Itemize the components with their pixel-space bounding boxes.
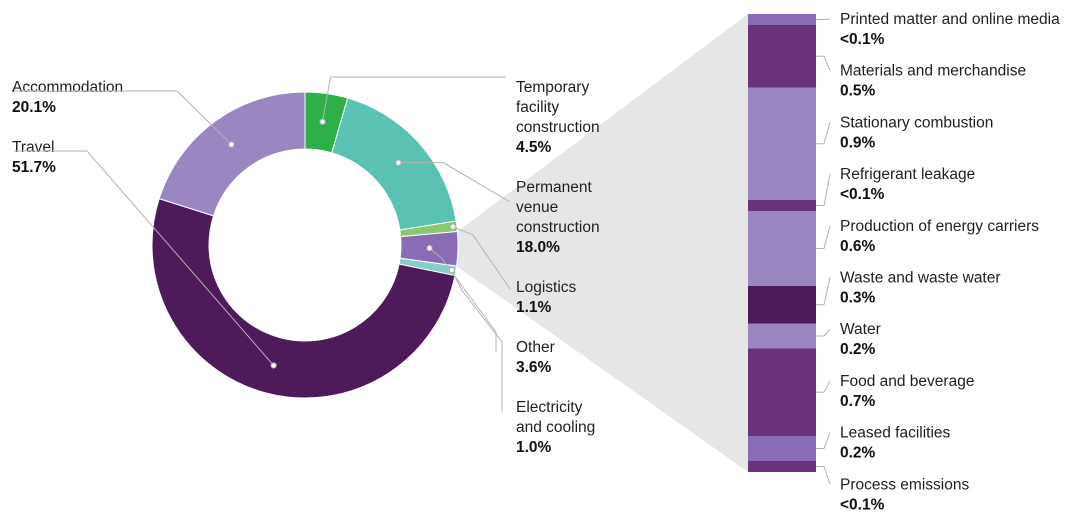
leader-dot-accom — [228, 141, 235, 148]
stack-leader-water — [816, 328, 831, 337]
stack-label-refrigerant-leakage-name: Refrigerant leakage — [840, 166, 975, 183]
donut-slice-accom — [158, 91, 306, 217]
stack-label-production-of-energy-carriers-value: 0.6% — [840, 238, 876, 255]
label-perm: Permanent venue construction 18.0% — [516, 179, 600, 256]
stack-leader-food-and-beverage — [816, 380, 831, 393]
stack-segment-refrigerant-leakage — [748, 200, 816, 211]
leader-dot-travel — [270, 362, 277, 369]
label-elec: Electricity and cooling 1.0% — [516, 399, 595, 456]
stack-label-refrigerant-leakage-value: <0.1% — [840, 186, 885, 203]
leader-dot-temp — [319, 118, 326, 125]
stack-label-stationary-combustion-name: Stationary combustion — [840, 114, 993, 131]
stack-label-water-value: 0.2% — [840, 341, 876, 358]
stack-leader-printed-matter-and-online-media — [816, 18, 831, 20]
stack-leader-materials-and-merchandise — [816, 55, 831, 71]
stack-segment-printed-matter-and-online-media — [748, 14, 816, 25]
stack-segment-waste-and-waste-water — [748, 286, 816, 324]
label-temp-name: Temporary — [516, 79, 589, 96]
label-perm-name: construction — [516, 219, 600, 236]
leader-dot-perm — [395, 159, 402, 166]
stack-segment-stationary-combustion — [748, 87, 816, 200]
label-travel: Travel 51.7% — [12, 139, 56, 176]
stack-segment-water — [748, 323, 816, 349]
leader-line-travel — [14, 150, 275, 366]
leader-line-other — [429, 247, 497, 352]
stack-label-food-and-beverage-name: Food and beverage — [840, 373, 974, 390]
label-other: Other 3.6% — [516, 339, 555, 376]
label-temp-value: 4.5% — [516, 139, 552, 156]
stack-label-process-emissions-name: Process emissions — [840, 476, 969, 493]
stack-label-waste-and-waste-water-value: 0.3% — [840, 290, 876, 307]
label-elec-name: Electricity — [516, 399, 583, 416]
stack-label-food-and-beverage-value: 0.7% — [840, 393, 876, 410]
label-perm-name: venue — [516, 199, 558, 216]
leader-line-logistics — [452, 226, 511, 290]
stack-segment-process-emissions — [748, 461, 816, 472]
stack-segment-production-of-energy-carriers — [748, 211, 816, 286]
label-temp-name: facility — [516, 99, 559, 116]
label-accom-name: Accommodation — [12, 79, 123, 96]
donut-slice-perm — [331, 97, 457, 231]
stack-label-stationary-combustion-value: 0.9% — [840, 134, 876, 151]
donut-labels: Temporary facility construction 4.5% Permane… — [12, 76, 600, 456]
breakdown-stacked-bar — [748, 14, 816, 472]
stack-label-water-name: Water — [840, 321, 881, 338]
stack-leader-leased-facilities — [816, 432, 831, 449]
stack-label-leased-facilities-name: Leased facilities — [840, 425, 951, 442]
donut-slice-travel — [151, 198, 456, 399]
stack-label-leased-facilities-value: 0.2% — [840, 445, 876, 462]
label-travel-value: 51.7% — [12, 159, 56, 176]
label-accom-value: 20.1% — [12, 99, 56, 116]
stack-leader-production-of-energy-carriers — [816, 225, 831, 249]
label-elec-value: 1.0% — [516, 439, 552, 456]
zoom-wedge — [456, 14, 748, 472]
stack-label-process-emissions-value: <0.1% — [840, 496, 885, 513]
label-logistics: Logistics 1.1% — [516, 279, 577, 316]
stack-label-production-of-energy-carriers-name: Production of energy carriers — [840, 218, 1039, 235]
leader-dot-other — [426, 245, 433, 252]
leader-line-accom — [14, 90, 232, 145]
stack-label-waste-and-waste-water-name: Waste and waste water — [840, 270, 1001, 287]
stack-leader-refrigerant-leakage — [816, 174, 831, 206]
stack-leader-process-emissions — [816, 466, 831, 485]
label-other-value: 3.6% — [516, 359, 552, 376]
leader-dot-elec — [448, 267, 455, 274]
label-elec-name: and cooling — [516, 419, 595, 436]
label-other-name: Other — [516, 339, 555, 356]
label-accom: Accommodation 20.1% — [12, 79, 123, 116]
label-logistics-name: Logistics — [516, 279, 577, 296]
label-temp-name: construction — [516, 119, 600, 136]
label-travel-name: Travel — [12, 139, 55, 156]
label-perm-value: 18.0% — [516, 239, 560, 256]
stack-label-printed-matter-and-online-media-value: <0.1% — [840, 31, 885, 48]
stack-segment-materials-and-merchandise — [748, 25, 816, 88]
leader-dot-logistics — [449, 223, 456, 230]
stack-leader-waste-and-waste-water — [816, 277, 831, 306]
stack-leader-stationary-combustion — [816, 122, 831, 145]
breakdown-labels: Printed matter and online media <0.1% Mate… — [816, 11, 1060, 513]
leader-line-temp — [322, 76, 506, 122]
leader-line-perm — [398, 162, 511, 203]
label-perm-name: Permanent — [516, 179, 593, 196]
label-logistics-value: 1.1% — [516, 299, 552, 316]
leader-line-elec — [451, 269, 503, 412]
stack-segment-leased-facilities — [748, 436, 816, 461]
donut-chart — [151, 91, 459, 399]
stack-segment-food-and-beverage — [748, 348, 816, 436]
stack-label-materials-and-merchandise-value: 0.5% — [840, 83, 876, 100]
label-temp: Temporary facility construction 4.5% — [516, 79, 600, 156]
stack-label-materials-and-merchandise-name: Materials and merchandise — [840, 63, 1026, 80]
stack-label-printed-matter-and-online-media-name: Printed matter and online media — [840, 11, 1060, 28]
